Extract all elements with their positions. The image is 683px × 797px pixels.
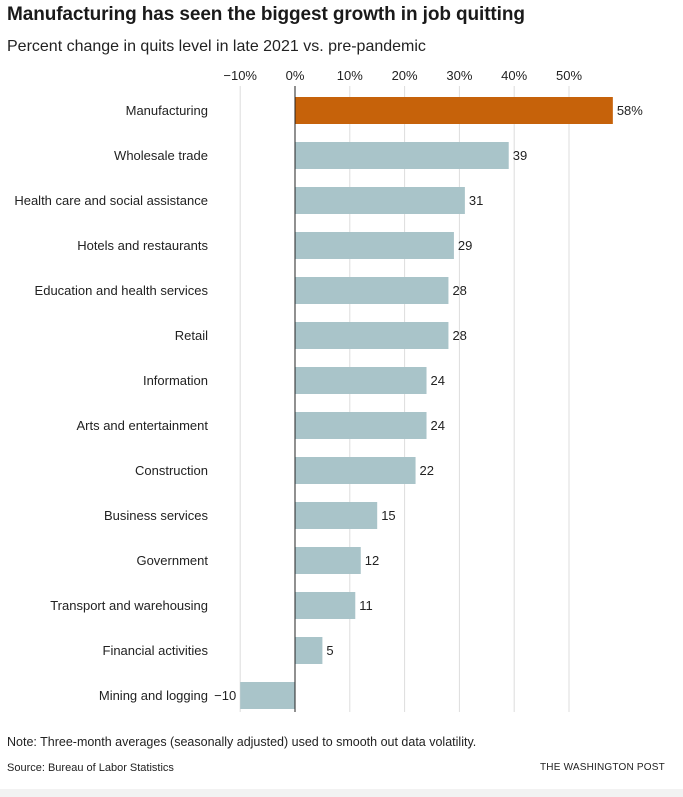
bar <box>295 457 416 484</box>
chart-title: Manufacturing has seen the biggest growt… <box>7 4 525 25</box>
bar <box>295 232 454 259</box>
data-label: 24 <box>431 373 445 388</box>
footnote: Note: Three-month averages (seasonally a… <box>7 735 477 749</box>
data-label: 39 <box>513 148 527 163</box>
data-label: 5 <box>326 643 333 658</box>
bar <box>295 97 613 124</box>
x-tick-label: 10% <box>337 68 363 83</box>
data-label: 24 <box>431 418 445 433</box>
data-label: −10 <box>214 688 236 703</box>
data-label: 29 <box>458 238 472 253</box>
publisher-credit: THE WASHINGTON POST <box>540 762 665 773</box>
data-label: 31 <box>469 193 483 208</box>
chart-subtitle: Percent change in quits level in late 20… <box>7 38 426 55</box>
bar <box>295 637 323 664</box>
x-tick-label: 50% <box>556 68 582 83</box>
bar-chart: −10% 0% 10% 20% 30% 40% 50% Manufacturing 58% Who… <box>14 68 643 712</box>
data-label: 15 <box>381 508 395 523</box>
bar <box>240 682 295 709</box>
category-label: Hotels and restaurants <box>77 238 208 253</box>
bar <box>295 367 427 394</box>
x-tick-label: 20% <box>392 68 418 83</box>
data-label: 11 <box>359 598 373 613</box>
category-label: Wholesale trade <box>114 148 208 163</box>
category-label: Transport and warehousing <box>50 598 208 613</box>
bar <box>295 592 356 619</box>
bar <box>295 322 449 349</box>
bar <box>295 187 465 214</box>
category-label: Financial activities <box>103 643 209 658</box>
category-label: Arts and entertainment <box>76 418 208 433</box>
data-label: 58% <box>617 103 643 118</box>
data-label: 28 <box>452 283 466 298</box>
category-label: Construction <box>135 463 208 478</box>
category-label: Mining and logging <box>99 688 208 703</box>
bar <box>295 547 361 574</box>
bar <box>295 142 509 169</box>
bar <box>295 277 449 304</box>
x-tick-label: 30% <box>446 68 472 83</box>
bar <box>295 412 427 439</box>
x-tick-label: 0% <box>286 68 305 83</box>
category-label: Health care and social assistance <box>14 193 208 208</box>
source-line: Source: Bureau of Labor Statistics <box>7 762 174 774</box>
category-label: Manufacturing <box>126 103 208 118</box>
data-label: 22 <box>420 463 434 478</box>
bar <box>295 502 378 529</box>
data-label: 12 <box>365 553 379 568</box>
category-label: Government <box>136 553 208 568</box>
category-label: Retail <box>175 328 208 343</box>
x-tick-label: 40% <box>501 68 527 83</box>
category-label: Education and health services <box>35 283 209 298</box>
category-label: Business services <box>104 508 209 523</box>
category-label: Information <box>143 373 208 388</box>
x-tick-label: −10% <box>223 68 257 83</box>
footer-divider <box>0 789 683 797</box>
data-label: 28 <box>452 328 466 343</box>
